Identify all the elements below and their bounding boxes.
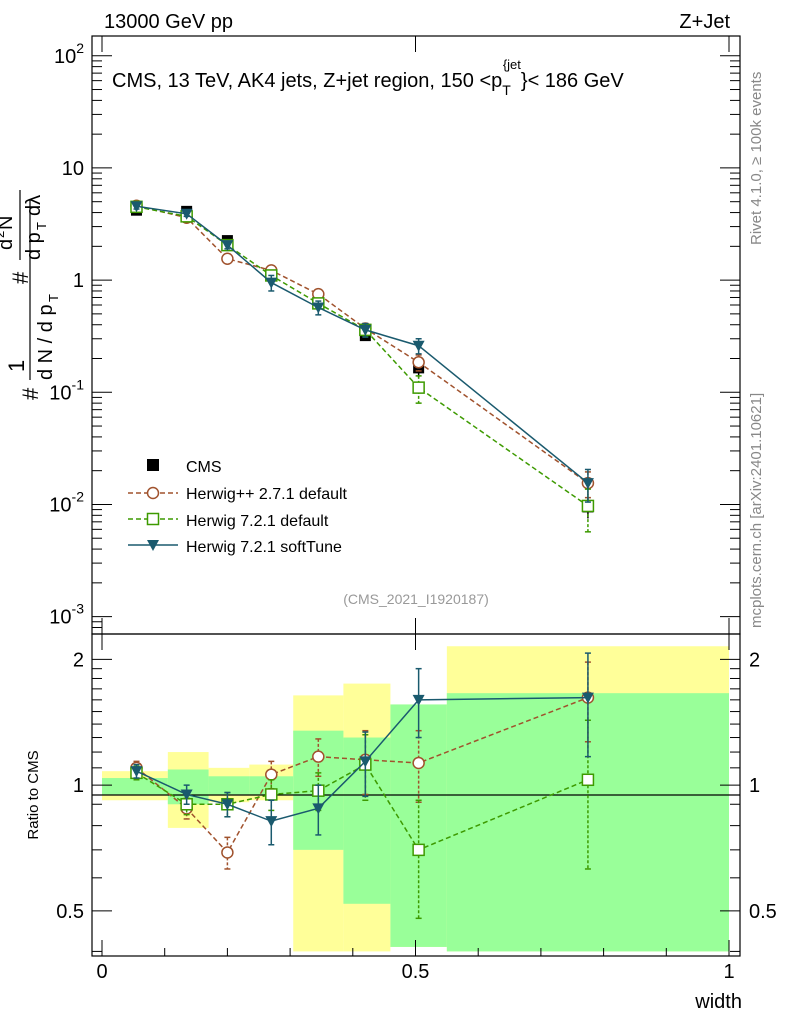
legend-herwigpp-label: Herwig++ 2.7.1 default [186,486,348,503]
legend: CMS Herwig++ 2.7.1 default Herwig 7.2.1 … [128,459,348,556]
svg-text:2: 2 [0,231,7,238]
ratio-herwig721-line [136,763,589,851]
ratio-softtune-line [136,696,588,822]
main-softtune-point [180,208,193,220]
svg-text:#: # [18,387,43,400]
main-softtune-point [265,277,278,289]
ratio-y-tick-label-right: 2 [749,649,760,671]
ratio-herwigpp-point [312,750,325,763]
ratio-herwig721-point [412,843,425,857]
ratio-softtune-point [359,756,372,768]
main-y-tick-label: 10-1 [49,376,84,404]
chart-title: CMS, 13 TeV, AK4 jets, Z+jet region, 150… [112,57,624,98]
ratio-softtune-point [265,816,278,828]
ratio-herwigpp-point [265,768,278,781]
legend-herwig721-marker [146,512,160,526]
ratio-herwig721-point [581,773,595,787]
main-herwig721-point [412,381,425,394]
ratio-softtune-point [180,789,193,801]
svg-text:T: T [46,294,61,302]
analysis-tag: (CMS_2021_I1920187) [343,591,489,607]
svg-text:dλ: dλ [23,195,45,216]
main-data-marks [130,199,595,533]
svg-text:T: T [34,222,49,230]
legend-softtune-marker [147,540,159,551]
svg-text:d: d [0,239,17,250]
header-process-label: Z+Jet [679,11,730,33]
rivet-version-label: Rivet 4.1.0, ≥ 100k events [748,72,765,245]
legend-cms-label: CMS [186,459,222,476]
main-herwigpp-point [221,252,234,266]
ratio-herwigpp-point [412,756,425,770]
ratio-y-tick-label-right: 0.5 [749,901,777,923]
ratio-y-tick-label: 0.5 [56,901,84,923]
ratio-softtune-point [221,799,234,811]
legend-cms-marker [147,459,159,471]
ratio-y-tick-label: 2 [73,649,84,671]
ratio-panel: 0.5 0.5 1 1 2 2 0 0.5 1 Ratio to CMS width [25,633,777,1013]
legend-herwigpp-marker [146,486,160,500]
ratio-y-axis-label: Ratio to CMS [25,750,42,839]
ratio-softtune-point [130,766,143,778]
svg-text:d N / d p: d N / d p [35,304,57,380]
ratio-uncertainty-bands [102,646,729,952]
x-axis-label: width [694,991,742,1013]
main-softtune-point [312,302,325,314]
x-tick-label: 0.5 [402,961,430,983]
ratio-band-green [208,776,250,795]
ratio-herwig721-point [265,788,278,801]
x-tick-label: 0 [96,961,107,983]
ratio-y-tick-label: 1 [73,775,84,797]
svg-text:1: 1 [4,360,29,372]
ratio-y-tick-label-right: 1 [749,775,760,797]
x-tick-label: 1 [723,961,734,983]
main-softtune-point [130,201,143,213]
svg-text:N: N [0,216,17,230]
header-energy-label: 13000 GeV pp [104,11,233,33]
svg-text:#: # [8,271,33,284]
main-softtune-point [221,240,234,252]
svg-text:d p: d p [23,232,45,260]
legend-softtune-label: Herwig 7.2.1 softTune [186,539,342,556]
ratio-herwigpp-line [136,696,589,854]
main-herwigpp-line [136,205,589,484]
main-softtune-line [136,205,589,484]
main-herwigpp-point [412,356,425,369]
main-softtune-point [581,478,594,490]
main-y-tick-label: 10-2 [49,488,84,516]
main-y-tick-label: 10-3 [49,601,84,629]
main-herwig721-line [136,206,589,507]
mcplots-reference-label: mcplots.cern.ch [arXiv:2401.10621] [748,393,765,628]
main-y-tick-label: 10 [62,158,84,180]
legend-herwig721-label: Herwig 7.2.1 default [186,513,329,530]
ratio-softtune-point [581,692,594,704]
ratio-herwigpp-point [221,846,234,859]
main-panel: 10-3 10-2 10-1 1 10 102 CMS, 13 TeV, AK4 jets… [0,35,741,635]
main-y-tick-label: 1 [73,270,84,292]
main-y-axis-label: # 1 d N / d p T # d 2 N d p T dλ [0,190,61,400]
ratio-axes: 0.5 0.5 1 1 2 2 0 0.5 1 [56,634,777,983]
main-softtune-point [412,340,425,352]
ratio-softtune-point [412,694,425,706]
main-y-tick-label: 102 [54,40,84,68]
ratio-data-marks [130,652,595,920]
main-softtune-point [359,324,372,336]
main-y-axis: 10-3 10-2 10-1 1 10 102 [49,36,740,635]
ratio-softtune-point [312,803,325,815]
